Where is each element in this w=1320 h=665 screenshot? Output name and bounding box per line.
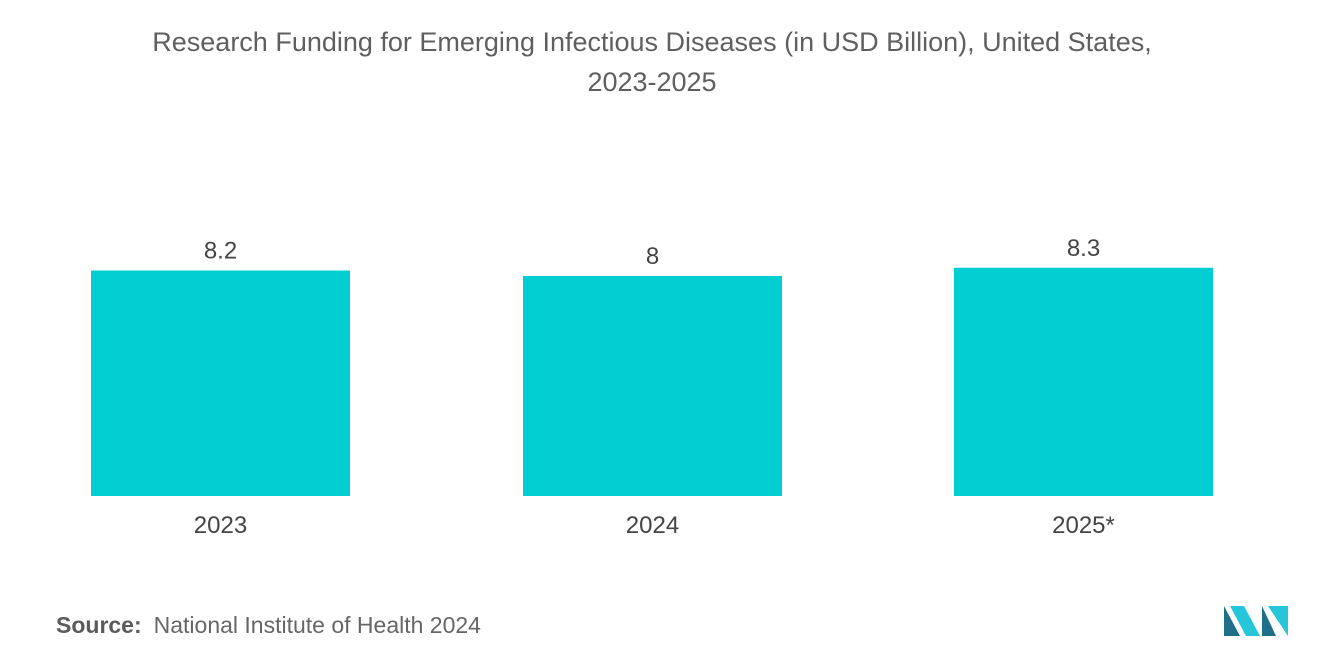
- bar-2023: [91, 270, 350, 496]
- logo-mark-left: [1224, 606, 1240, 636]
- chart-title: Research Funding for Emerging Infectious…: [0, 22, 1304, 102]
- x-tick-label: 2023: [194, 512, 247, 539]
- chart-title-line1: Research Funding for Emerging Infectious…: [152, 27, 1152, 57]
- data-label: 8: [646, 243, 659, 270]
- logo-mark-mid: [1230, 606, 1260, 636]
- source-text: National Institute of Health 2024: [153, 612, 481, 638]
- data-label: 8.3: [1067, 235, 1100, 262]
- x-tick-label: 2024: [626, 512, 679, 539]
- source-label: Source:: [56, 612, 142, 638]
- brand-logo: [1224, 606, 1288, 636]
- x-tick-label: 2025*: [1052, 512, 1115, 539]
- chart-subtitle: 2023-2025: [587, 67, 717, 97]
- source-note: Source: National Institute of Health 2024: [56, 612, 481, 639]
- data-label: 8.2: [204, 238, 237, 265]
- logo-mark-right: [1262, 606, 1276, 636]
- bar-chart: 8.2 2023 8 2024 8.3 2025*: [91, 235, 1213, 539]
- logo-mark-end: [1268, 606, 1288, 636]
- bar-2025: [954, 267, 1213, 496]
- bar-2024: [523, 276, 782, 496]
